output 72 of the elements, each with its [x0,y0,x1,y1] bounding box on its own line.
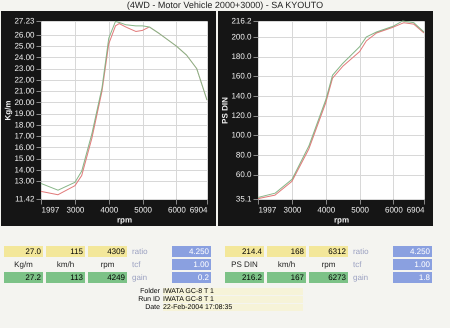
text: 113 [46,272,85,283]
text: 4309 [88,246,127,257]
x-tick-label: 1997 [258,206,277,214]
y-tick-label: 120.0 [231,111,252,120]
text: 27.2 [4,272,43,283]
y-tick-label: 25.00 [14,42,36,51]
text: 115 [46,246,85,257]
text: 6273 [309,272,348,283]
y-tick-label: 200.0 [231,32,252,42]
text: PS DIN [230,259,259,270]
y-tick-label: 27.23 [14,16,36,26]
text: gain [131,272,148,283]
y-tick-label: 21.00 [14,86,36,96]
text: 1.00 [172,259,211,270]
y-tick-label: 60.0 [236,170,252,180]
text: 0.2 [172,272,211,283]
y-tick-label: 19.00 [14,109,36,118]
text: 4.250 [393,246,432,257]
x-tick-label: 6904 [406,206,426,214]
text: tcf [131,259,142,270]
text: ratio [352,246,370,257]
y-tick-label: 14.00 [14,165,36,174]
text: 214.4 [225,246,264,257]
y-tick-label: 15.00 [14,154,36,164]
chart-title: (4WD - Motor Vehicle 2000+3000) - SA KYOUTO [126,0,324,11]
text: tcf [352,259,362,270]
text: gain [352,272,370,283]
x-tick-label: 4000 [100,206,119,214]
y-tick-label: 140.0 [231,91,252,100]
text: Kg/m [13,259,34,270]
x-tick-label: 5000 [134,206,153,214]
y-tick-label: 180.0 [231,52,252,62]
x-axis-title: rpm [116,216,132,224]
x-tick-label: 6000 [385,206,404,214]
x-tick-label: 6000 [168,206,186,214]
y-tick-label: 24.00 [14,52,36,62]
y-axis-title: Kg/m [3,100,12,120]
text: 168 [267,246,306,257]
y-tick-label: 35.1 [236,194,252,204]
y-tick-label: 18.00 [14,120,36,130]
text: 1.00 [393,259,432,270]
y-tick-label: 22.00 [14,75,36,84]
y-tick-label: 17.00 [14,132,36,141]
y-tick-label: 11.42 [15,194,36,204]
y-tick-label: 80.0 [236,150,252,160]
y-tick-label: 26.00 [14,30,36,40]
y-tick-label: 23.00 [14,64,36,74]
text: 1.8 [393,272,432,283]
x-tick-label: 6904 [190,206,208,214]
x-axis-title: rpm [334,216,350,224]
y-axis-title: PS DIN [220,96,230,124]
y-tick-label: 13.00 [14,176,36,186]
text: ratio [131,246,149,257]
text: 167 [267,272,306,283]
text: 27.0 [4,246,43,257]
y-tick-label: 20.00 [14,98,36,107]
text: 4.250 [172,246,211,257]
x-tick-label: 3000 [284,206,302,214]
x-tick-label: 3000 [66,206,85,214]
y-tick-label: 160.0 [231,72,252,81]
text: 6312 [309,246,348,257]
x-tick-label: 5000 [351,206,370,214]
y-tick-label: 216.2 [231,16,252,26]
text: km/h [56,259,76,270]
text: 4249 [88,272,127,283]
y-tick-label: 16.00 [14,142,36,152]
text: rpm [320,259,336,270]
y-tick-label: 100.0 [231,130,252,140]
text: rpm [100,259,116,270]
text: km/h [276,259,296,270]
x-tick-label: 4000 [317,206,336,214]
x-tick-label: 1997 [42,206,60,214]
